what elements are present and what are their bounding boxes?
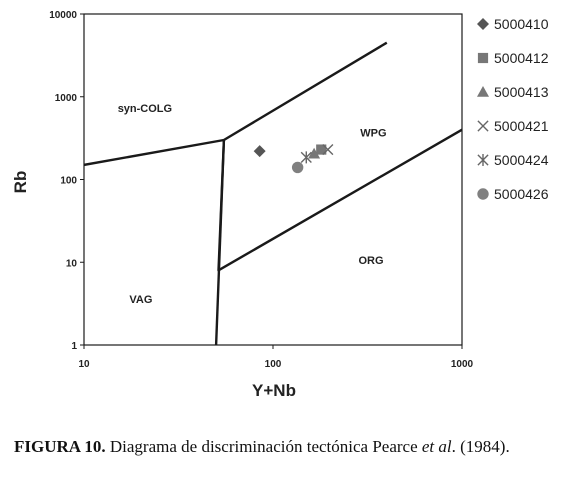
legend-marker-5000413 xyxy=(477,86,489,97)
field-label-org: ORG xyxy=(358,255,383,267)
x-axis-title: Y+Nb xyxy=(252,381,296,400)
point-5000413 xyxy=(308,147,321,159)
boundary-line-3 xyxy=(214,139,226,345)
y-tick-label: 1 xyxy=(71,341,77,352)
legend-label-5000412: 5000412 xyxy=(494,50,549,66)
field-label-wpg: WPG xyxy=(360,128,386,140)
legend-label-5000424: 5000424 xyxy=(494,152,549,168)
caption-italic: et al xyxy=(421,437,452,456)
point-5000412 xyxy=(316,144,327,155)
y-tick-label: 100 xyxy=(60,176,77,187)
x-tick-label: 100 xyxy=(265,359,282,370)
legend-label-5000421: 5000421 xyxy=(494,118,549,134)
point-5000410 xyxy=(253,145,266,158)
legend-label-5000410: 5000410 xyxy=(494,16,549,32)
caption-text-end: . (1984). xyxy=(451,437,510,456)
x-tick-label: 10 xyxy=(78,359,90,370)
field-label-syn-colg: syn-COLG xyxy=(118,103,172,115)
y-tick-label: 1000 xyxy=(55,93,78,104)
caption-label: FIGURA 10. xyxy=(14,437,106,456)
legend-marker-5000412 xyxy=(477,52,489,64)
point-5000424 xyxy=(300,151,312,164)
y-tick-label: 10000 xyxy=(49,10,77,21)
legend-marker-5000426 xyxy=(477,188,489,200)
legend-label-5000426: 5000426 xyxy=(494,186,549,202)
legend-marker-5000410 xyxy=(477,18,489,30)
legend-label-5000413: 5000413 xyxy=(494,84,549,100)
caption-text: Diagrama de discriminación tectónica Pea… xyxy=(105,437,422,456)
y-tick-label: 10 xyxy=(66,258,78,269)
point-5000426 xyxy=(291,161,304,174)
legend-marker-5000424 xyxy=(477,154,489,166)
y-axis-title: Rb xyxy=(11,171,30,194)
legend-marker-5000421 xyxy=(477,120,489,132)
point-5000421 xyxy=(322,143,334,156)
x-tick-label: 1000 xyxy=(451,359,474,370)
field-label-vag: VAG xyxy=(129,294,152,306)
figure-caption: FIGURA 10. Diagrama de discriminación te… xyxy=(14,436,564,458)
